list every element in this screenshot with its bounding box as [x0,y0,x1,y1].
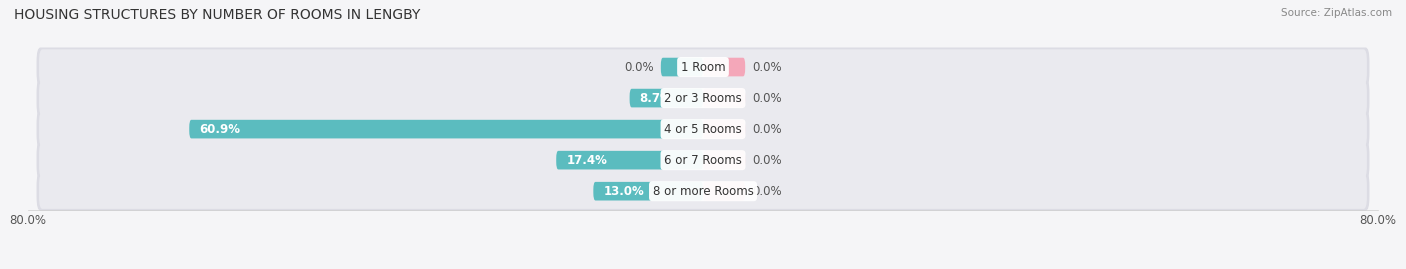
FancyBboxPatch shape [703,58,745,76]
FancyBboxPatch shape [39,174,1367,209]
FancyBboxPatch shape [39,80,1367,116]
FancyBboxPatch shape [703,120,745,139]
FancyBboxPatch shape [37,48,1369,87]
Text: 13.0%: 13.0% [603,185,644,198]
Text: 2 or 3 Rooms: 2 or 3 Rooms [664,91,742,105]
FancyBboxPatch shape [190,120,703,139]
FancyBboxPatch shape [37,109,1369,149]
FancyBboxPatch shape [703,151,745,169]
FancyBboxPatch shape [703,89,745,107]
FancyBboxPatch shape [39,49,1367,85]
FancyBboxPatch shape [39,143,1367,178]
Text: Source: ZipAtlas.com: Source: ZipAtlas.com [1281,8,1392,18]
Text: 4 or 5 Rooms: 4 or 5 Rooms [664,123,742,136]
FancyBboxPatch shape [630,89,703,107]
Text: 17.4%: 17.4% [567,154,607,167]
FancyBboxPatch shape [37,79,1369,118]
Text: 8.7%: 8.7% [640,91,672,105]
Text: 0.0%: 0.0% [624,61,654,73]
Legend: Owner-occupied, Renter-occupied: Owner-occupied, Renter-occupied [569,266,837,269]
Text: 0.0%: 0.0% [752,185,782,198]
Text: 8 or more Rooms: 8 or more Rooms [652,185,754,198]
Text: 0.0%: 0.0% [752,91,782,105]
FancyBboxPatch shape [661,58,703,76]
Text: HOUSING STRUCTURES BY NUMBER OF ROOMS IN LENGBY: HOUSING STRUCTURES BY NUMBER OF ROOMS IN… [14,8,420,22]
FancyBboxPatch shape [39,111,1367,147]
Text: 6 or 7 Rooms: 6 or 7 Rooms [664,154,742,167]
Text: 60.9%: 60.9% [200,123,240,136]
FancyBboxPatch shape [37,141,1369,180]
Text: 0.0%: 0.0% [752,154,782,167]
Text: 0.0%: 0.0% [752,123,782,136]
Text: 0.0%: 0.0% [752,61,782,73]
FancyBboxPatch shape [593,182,703,200]
Text: 1 Room: 1 Room [681,61,725,73]
FancyBboxPatch shape [703,182,745,200]
FancyBboxPatch shape [37,172,1369,211]
FancyBboxPatch shape [557,151,703,169]
